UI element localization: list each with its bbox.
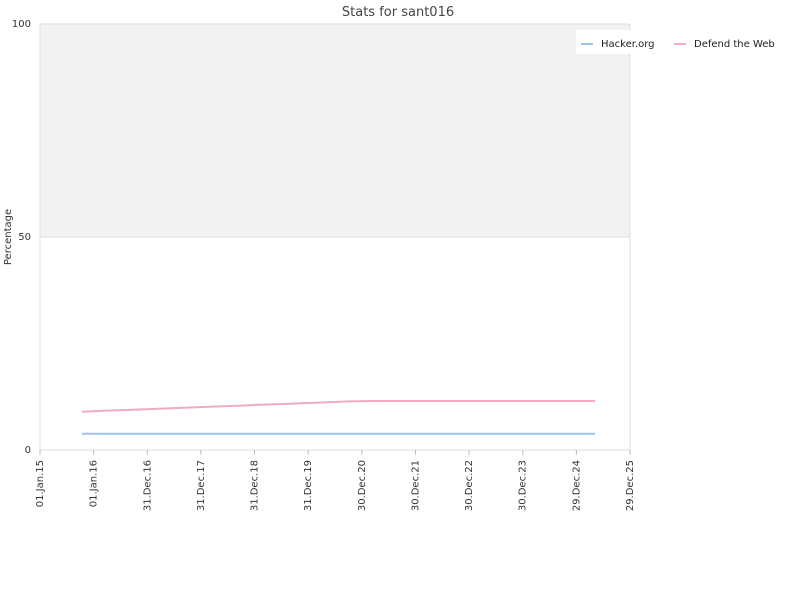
legend-label: Defend the Web	[694, 39, 775, 50]
x-tick-label: 31.Dec.19	[303, 460, 314, 511]
y-tick-label: 50	[18, 232, 31, 243]
x-tick-label: 29.Dec.24	[571, 460, 582, 511]
x-tick-label: 31.Dec.18	[250, 460, 261, 511]
x-tick-label: 30.Dec.21	[410, 460, 421, 511]
x-tick-label: 31.Dec.16	[142, 460, 153, 511]
x-tick-label: 30.Dec.20	[357, 460, 368, 511]
series-layer	[81, 400, 595, 435]
chart-title: Stats for sant016	[342, 5, 454, 20]
legend-label: Hacker.org	[601, 39, 655, 50]
x-tick-label: 30.Dec.22	[464, 460, 475, 511]
x-tick-label: 01.Jan.16	[89, 460, 100, 507]
x-tick-label: 01.Jan.15	[35, 460, 46, 507]
shaded-band-layer	[40, 24, 630, 237]
upper-band	[40, 24, 630, 237]
legend-box	[576, 30, 790, 54]
x-tick-label: 29.Dec.25	[625, 460, 636, 511]
y-tick-label: 0	[25, 445, 31, 456]
legend: Hacker.org Defend the Web	[576, 30, 790, 54]
series-line	[81, 400, 595, 413]
y-tick-label: 100	[12, 19, 31, 30]
y-axis-label: Percentage	[3, 209, 14, 265]
axis-layer: 0 50 100 01.Jan.15 01.Jan.16 31.Dec.16 31.Dec.…	[12, 19, 636, 511]
grid-layer	[39, 23, 631, 451]
x-tick-label: 30.Dec.23	[518, 460, 529, 511]
x-tick-label: 31.Dec.17	[196, 460, 207, 511]
